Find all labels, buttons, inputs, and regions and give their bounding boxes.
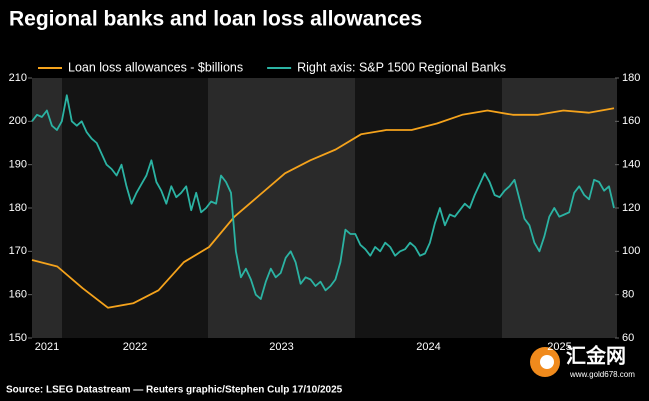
- y-tick-label: 180: [9, 202, 27, 214]
- x-tick-label: 2024: [416, 341, 440, 353]
- y-tick-label: 150: [9, 332, 27, 344]
- source: Source: LSEG Datastream — Reuters graphi…: [6, 385, 343, 396]
- year-band: [62, 78, 208, 338]
- y-tick-label: 170: [9, 245, 27, 257]
- y2-tick-label: 60: [622, 332, 634, 344]
- watermark-logo-inner: [540, 355, 554, 369]
- y2-tick-label: 100: [622, 245, 640, 257]
- x-tick-label: 2021: [35, 341, 59, 353]
- year-bands: [32, 78, 617, 338]
- series-line: [31, 94, 615, 300]
- x-tick-label: 2023: [269, 341, 293, 353]
- watermark-text: 汇金网: [566, 343, 626, 367]
- y-tick-label: 190: [9, 159, 27, 171]
- year-band: [355, 78, 502, 338]
- y2-tick-label: 160: [622, 115, 640, 127]
- x-tick-label: 2022: [123, 341, 147, 353]
- x-tick-label: 2025: [547, 341, 571, 353]
- y2-tick-label: 140: [622, 159, 640, 171]
- legend-label: Right axis: S&P 1500 Regional Banks: [297, 60, 506, 74]
- year-band: [502, 78, 617, 338]
- series-line: [31, 107, 615, 309]
- year-band: [32, 78, 62, 338]
- watermark-url: www.gold678.com: [569, 370, 635, 379]
- legend-label: Loan loss allowances - $billions: [68, 60, 243, 74]
- year-band: [208, 78, 355, 338]
- y-tick-label: 160: [9, 289, 27, 301]
- chart-title: Regional banks and loan loss allowances: [9, 8, 422, 31]
- watermark: 汇金网 www.gold678.com: [530, 343, 635, 379]
- y2-tick-label: 120: [622, 202, 640, 214]
- y2-tick-label: 180: [622, 72, 640, 84]
- y-tick-label: 200: [9, 115, 27, 127]
- y-tick-label: 210: [9, 72, 27, 84]
- y2-tick-label: 80: [622, 289, 634, 301]
